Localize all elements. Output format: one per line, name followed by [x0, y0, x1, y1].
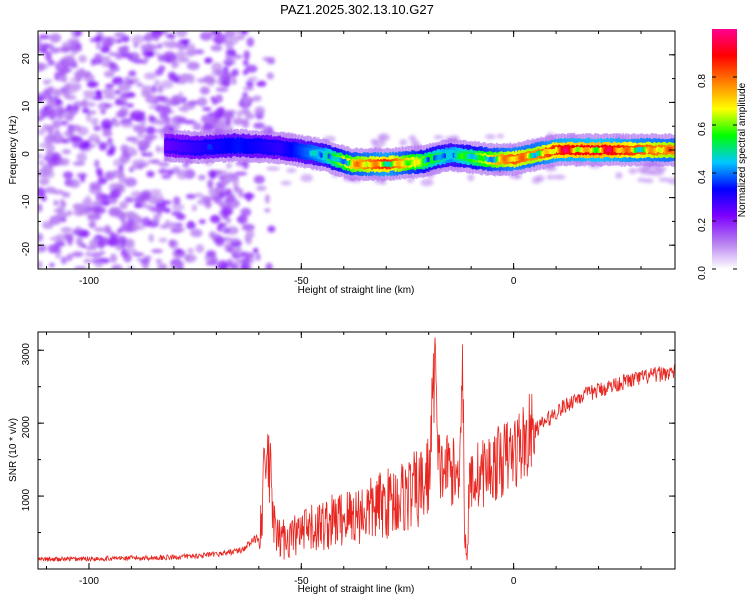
spectrogram-y-axis-label: Frequency (Hz) [8, 116, 19, 185]
spectrogram-x-axis-label: Height of straight line (km) [298, 285, 415, 296]
spectrogram-y-tick-label: 20 [21, 53, 32, 65]
snr-y-ticks: 1000 2000 3000 [21, 343, 675, 534]
colorbar-ticks: 0.0 0.2 0.4 0.6 0.8 [697, 74, 737, 280]
spectrogram-y-tick-label: 0 [21, 151, 32, 157]
spectrogram-x-tick-label: -50 [294, 276, 309, 287]
snr-x-axis-label: Height of straight line (km) [298, 584, 415, 595]
colorbar-tick-label: 0.8 [697, 74, 708, 88]
snr-y-tick-label: 1000 [21, 489, 32, 512]
spectrogram-y-ticks: -20 -10 0 10 20 [21, 30, 675, 270]
snr-y-tick-label: 3000 [21, 343, 32, 366]
spectrogram-y-tick-label: -10 [21, 194, 32, 209]
colorbar-label: Normalized spectral amplitude [737, 82, 748, 217]
figure-title: PAZ1.2025.302.13.10.G27 [280, 2, 434, 17]
colorbar-tick-label: 0.6 [697, 122, 708, 136]
colorbar-tick-label: 0.2 [697, 218, 708, 232]
snr-x-ticks: -100 -50 0 [45, 332, 642, 587]
snr-x-tick-label: 0 [511, 576, 517, 587]
colorbar-scale [712, 29, 737, 269]
snr-y-axis-label: SNR (10 * v/v) [8, 418, 19, 482]
spectrogram-y-tick-label: -20 [21, 242, 32, 257]
colorbar-tick-label: 0.4 [697, 170, 708, 184]
spectrogram-image [38, 31, 675, 269]
snr-frame [37, 331, 676, 570]
spectrogram-y-tick-label: 10 [21, 100, 32, 112]
colorbar-tick-label: 0.0 [697, 266, 708, 280]
colorbar: 0.0 0.2 0.4 0.6 0.8 Normalized spectral ampl… [697, 29, 748, 280]
snr-y-tick-label: 2000 [21, 416, 32, 439]
spectrogram-x-tick-label: -100 [79, 276, 99, 287]
snr-panel: -100 -50 0 1000 2000 3000 Height of straight… [8, 331, 676, 595]
snr-x-tick-label: -100 [79, 576, 99, 587]
snr-x-tick-label: -50 [294, 576, 309, 587]
snr-background [38, 332, 675, 569]
spectrogram-x-ticks: -100 -50 0 [45, 31, 642, 287]
spectrogram-x-tick-label: 0 [511, 276, 517, 287]
snr-series-line [38, 337, 675, 563]
